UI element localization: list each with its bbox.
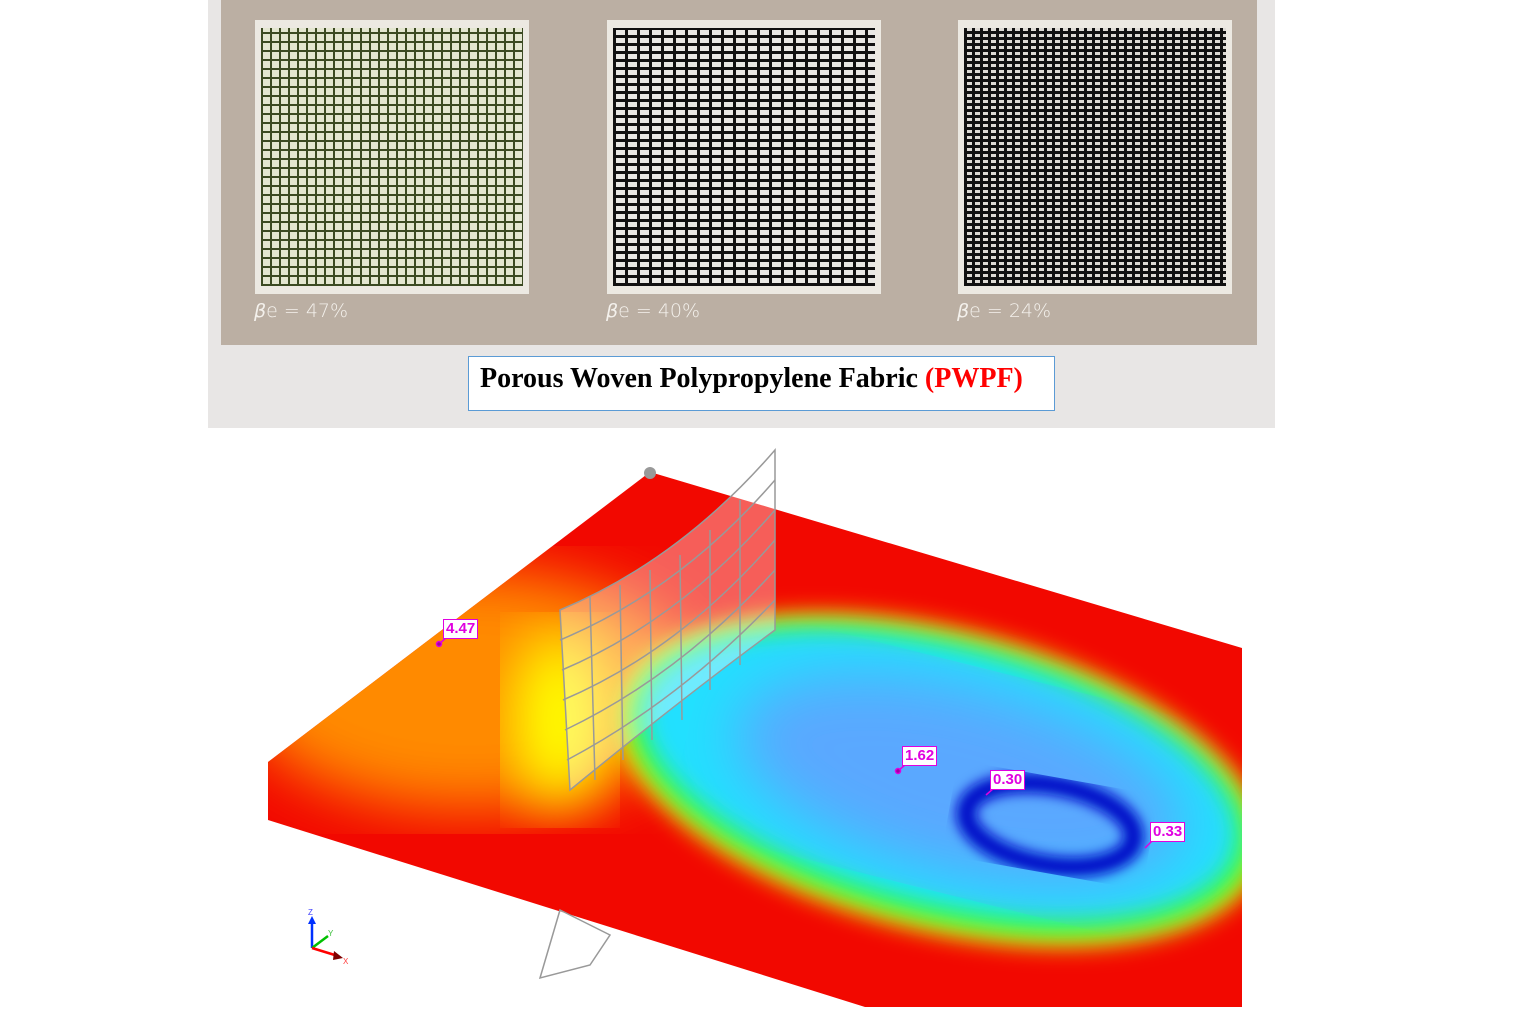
probe-label-2: 1.62 <box>902 746 938 766</box>
fabric-sample-24 <box>958 20 1232 294</box>
fabric-sample-40 <box>607 20 881 294</box>
probe-label-1: 4.47 <box>443 619 479 639</box>
domain-corner-marker <box>644 467 656 479</box>
fabric-sample-47 <box>255 20 529 294</box>
probe-label-4: 0.33 <box>1150 822 1186 842</box>
probe-label-3: 0.30 <box>990 770 1026 790</box>
porosity-label-3: βe = 24% <box>957 300 1052 322</box>
figure-title: Porous Woven Polypropylene Fabric (PWPF) <box>480 363 1023 394</box>
svg-text:Y: Y <box>328 929 334 938</box>
porosity-label-2: βe = 40% <box>606 300 701 322</box>
svg-text:X: X <box>343 957 349 966</box>
axis-triad: Z Y X <box>308 908 349 966</box>
svg-text:Z: Z <box>308 908 313 917</box>
porosity-label-1: βe = 47% <box>254 300 349 322</box>
figure-title-box: Porous Woven Polypropylene Fabric (PWPF) <box>468 356 1055 411</box>
fabric-mesh-model <box>538 447 776 980</box>
